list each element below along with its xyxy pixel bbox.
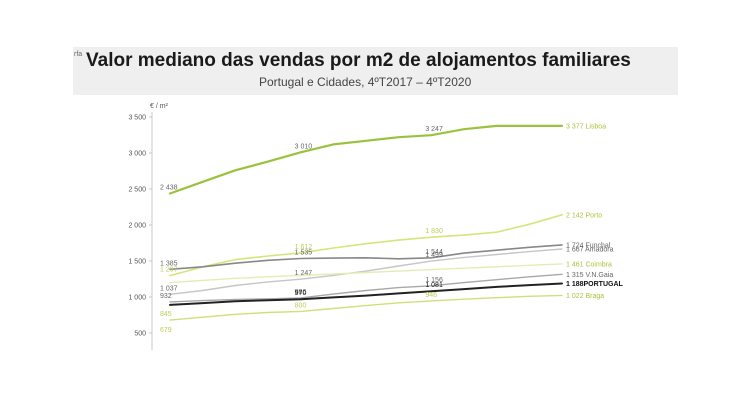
data-label-braga: 946 [425, 292, 437, 299]
data-label-lisboa: 2 438 [160, 184, 178, 191]
title-marker: rfa [74, 51, 83, 58]
series-line-portugal [169, 282, 563, 306]
y-tick-label: 3 000 [128, 151, 146, 158]
series-line-amadora [169, 248, 563, 295]
y-tick-label: 500 [134, 331, 146, 338]
data-label-braga: 800 [295, 302, 307, 309]
end-label-funchal: 1 724 Funchal [566, 242, 611, 249]
data-label-amadora: 1 247 [295, 270, 313, 277]
end-label-braga: 1 022 Braga [566, 293, 604, 300]
data-label-v-n-gaia: 1 156 [425, 277, 443, 284]
data-label-funchal: 1 544 [425, 249, 443, 256]
series-line-lisboa [168, 124, 564, 195]
series-line-funchal [169, 244, 563, 271]
data-labels: 2 438 3 010 3 247 3 377 Lisboa 1 297 1 612 1 8… [160, 123, 624, 334]
series-line-braga [169, 294, 563, 321]
data-label-porto: 1 297 [160, 267, 178, 274]
end-label-porto: 2 142 Porto [566, 212, 602, 219]
end-label-v-n-gaia: 1 315 V.N.Gaia [566, 272, 613, 279]
end-label-coimbra: 1 461 Coimbra [566, 261, 612, 268]
data-label-amadora: 1 037 [160, 285, 178, 292]
end-label-amadora: 1 667 Amadora [566, 246, 614, 253]
series-line-porto [169, 214, 563, 277]
series-line-coimbra [169, 263, 563, 284]
data-label-braga: 845 [160, 311, 172, 318]
title-band [73, 47, 678, 95]
data-label-portugal: 1 081 [425, 282, 443, 289]
end-label-lisboa: 3 377 Lisboa [566, 123, 606, 130]
y-axis-label: € / m² [150, 103, 169, 110]
data-label-lisboa: 3 247 [425, 126, 443, 133]
data-label-v-n-gaia: 932 [160, 293, 172, 300]
y-axis: € / m² 500 1 000 1 500 2 000 2 500 3 000 3 500 [128, 103, 169, 350]
y-tick-label: 3 500 [128, 115, 146, 122]
data-label-portugal: 970 [295, 290, 307, 297]
chart-title: Valor mediano das vendas por m2 de aloja… [86, 50, 631, 71]
data-label-braga: 679 [160, 327, 172, 334]
data-label-v-n-gaia: 986 [295, 289, 307, 296]
end-label-portugal: 1 188PORTUGAL [566, 281, 624, 288]
data-label-funchal: 1 535 [295, 249, 313, 256]
series-line-v-n-gaia [169, 273, 563, 303]
y-tick-label: 1 000 [128, 295, 146, 302]
chart-subtitle: Portugal e Cidades, 4ºT2017 – 4ºT2020 [259, 75, 472, 89]
y-tick-label: 2 000 [128, 223, 146, 230]
data-label-lisboa: 3 010 [295, 143, 313, 150]
data-label-porto: 1 612 [295, 244, 313, 251]
y-tick-label: 2 500 [128, 187, 146, 194]
data-label-funchal: 1 385 [160, 260, 178, 267]
y-tick-label: 1 500 [128, 259, 146, 266]
data-label-porto: 1 830 [425, 228, 443, 235]
data-label-amadora: 1 499 [425, 252, 443, 259]
series-layer [168, 124, 564, 321]
